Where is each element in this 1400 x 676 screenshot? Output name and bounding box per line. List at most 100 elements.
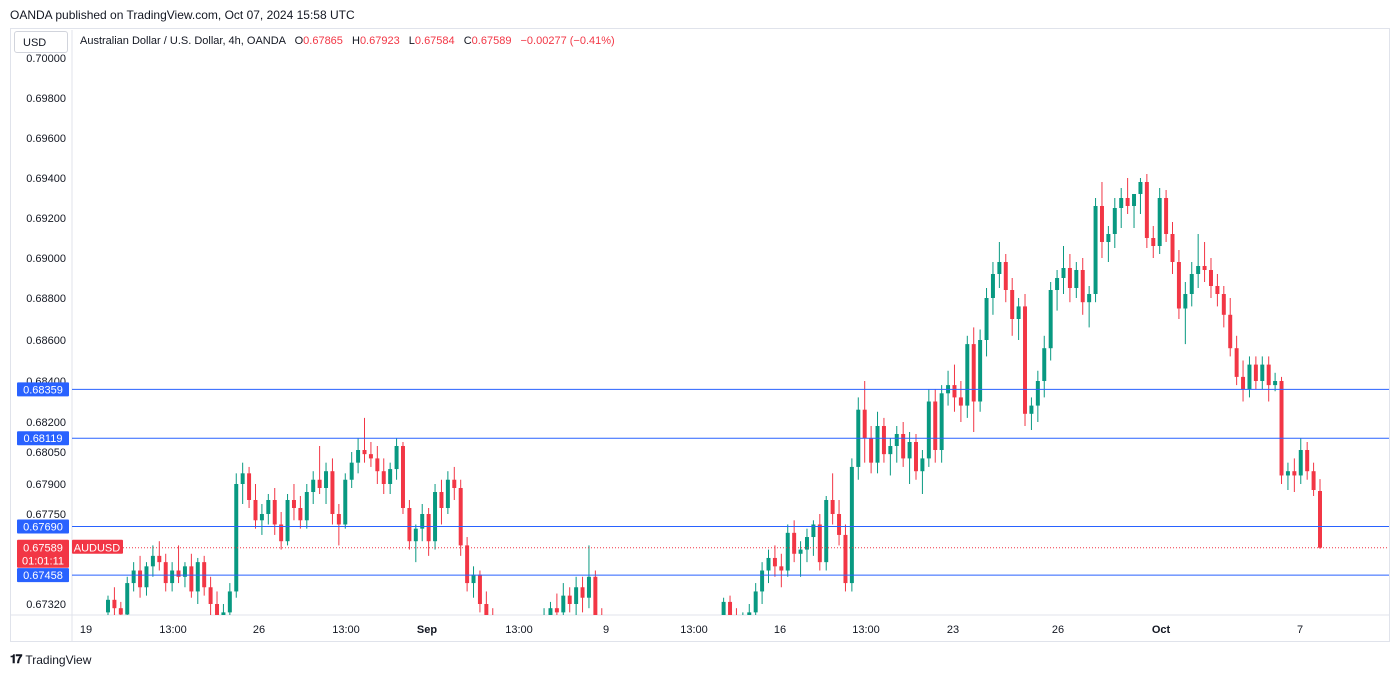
candle-body [709,642,713,650]
candle-body [138,570,143,588]
x-tick-label: 13:00 [505,624,533,636]
candle-body [1266,364,1271,386]
candle-body [939,393,944,450]
candle-body [690,650,694,654]
candle-body [247,473,252,500]
x-tick-label: 16 [774,624,786,636]
candle-body [619,646,623,654]
candle-body [394,446,399,470]
candle-body [1074,270,1079,288]
candle-body [875,426,880,463]
candle-body [112,599,117,609]
candle-body [420,514,425,529]
candle-body [721,601,726,615]
candle-body [817,524,822,563]
candle-body [336,514,341,525]
candle-body [554,608,559,613]
candle-body [362,450,367,455]
currency-button[interactable]: USD [14,31,68,53]
candle-body [894,434,899,446]
candle-body [510,640,514,646]
candle-body [1241,376,1246,390]
candle-body [215,604,220,615]
candle-body [869,438,874,463]
candle-body [741,619,745,625]
candle-body [734,617,738,625]
candle-body [638,654,642,658]
candle-body [407,508,412,542]
candle-body [1273,381,1278,386]
candles-group [106,174,1322,660]
candle-body [881,426,886,455]
candle-body [1305,450,1310,472]
candle-body [1202,266,1207,270]
candle-body [1221,294,1226,315]
candle-body [779,566,784,571]
last-price-countdown: 01:01:11 [22,556,64,568]
symbol-tag [72,539,123,554]
y-tick-label: 0.69600 [26,133,66,145]
candle-body [702,646,706,650]
candle-body [368,454,373,459]
candle-body [227,591,232,613]
candle-body [1260,364,1265,381]
level-price-tag [17,382,69,397]
legend-open-label: O [294,35,304,47]
level-price-tag [17,568,69,583]
candle-body [1151,238,1156,246]
level-price-label: 0.67458 [23,570,63,582]
candle-body [933,401,938,450]
candle-body [272,500,277,525]
candle-body [1016,306,1021,319]
y-tick-label: 0.70000 [26,53,66,65]
candle-body [1080,270,1085,303]
candle-body [452,479,457,488]
candle-body [439,492,444,508]
candle-body [324,471,329,488]
candle-body [304,492,309,521]
candle-body [349,462,354,480]
x-tick-label: 7 [1297,624,1303,636]
candle-body [1285,471,1290,476]
level-price-label: 0.68119 [24,433,63,445]
candle-body [1298,450,1303,476]
candle-body [1023,306,1028,414]
candle-body [1003,262,1008,290]
legend-change: −0.00277 (−0.41%) [520,35,615,47]
candle-body [516,640,520,646]
candle-body [1112,208,1117,234]
candle-body [465,545,470,584]
candle-body [1196,266,1201,274]
candle-body [824,500,829,563]
candle-body [1215,286,1220,294]
candle-body [772,557,777,567]
candle-body [471,574,476,584]
candle-body [182,566,187,577]
footer-logo[interactable]: 𝟏𝟕 TradingView [10,652,91,667]
x-tick-label: 13:00 [852,624,880,636]
candle-body [830,500,835,514]
y-tick-label: 0.68600 [26,335,66,347]
legend-open: 0.67865 [303,35,343,47]
candle-body [484,604,489,615]
candle-body [586,576,591,598]
candle-body [317,479,322,488]
chart-legend: Australian Dollar / U.S. Dollar, 4h, OAN… [80,35,615,47]
candle-body [1125,198,1130,206]
candle-body [536,629,540,642]
candle-body [1119,198,1124,208]
candle-body [843,534,848,584]
candle-body [445,479,450,508]
candle-body [1208,270,1213,286]
candle-body [914,442,918,472]
candle-body [901,434,906,459]
y-tick-label: 0.67900 [26,479,66,491]
level-price-label: 0.67690 [23,522,63,534]
candle-body [170,570,175,584]
candle-body [651,658,655,660]
candle-body [1035,381,1040,406]
y-tick-label: 0.68050 [26,447,66,459]
candle-body [632,650,636,658]
candle-body [458,488,463,546]
